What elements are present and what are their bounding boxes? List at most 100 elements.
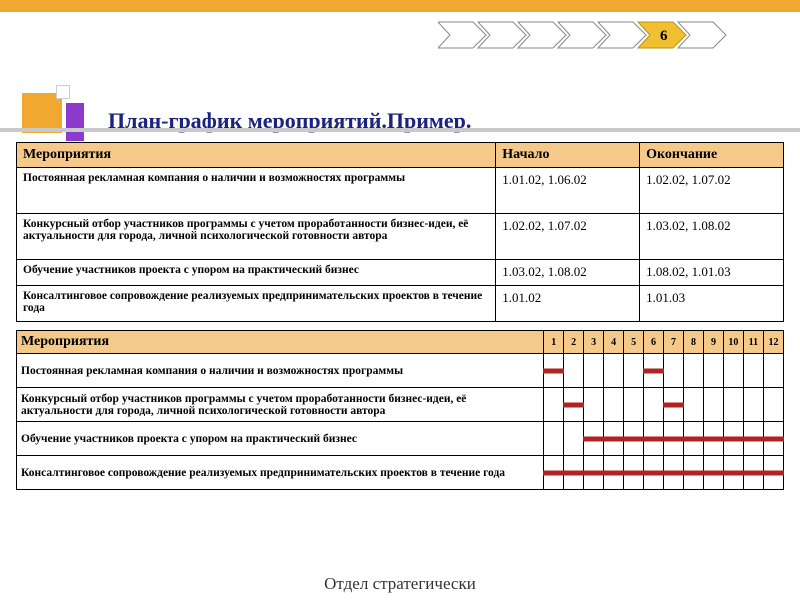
gantt-month-cell xyxy=(604,388,624,422)
gantt-month-cell xyxy=(564,456,584,490)
table-row: Консалтинговое сопровождение реализуемых… xyxy=(17,286,784,322)
cell-end: 1.08.02, 1.01.03 xyxy=(640,260,784,286)
gantt-activity-cell: Обучение участников проекта с упором на … xyxy=(17,422,544,456)
gantt-bar xyxy=(763,470,784,475)
gantt-month-cell xyxy=(604,354,624,388)
gantt-month-cell xyxy=(644,456,664,490)
gantt-month-cell xyxy=(683,422,703,456)
gantt-month-cell xyxy=(664,388,684,422)
title-underline xyxy=(0,128,800,132)
gantt-bar xyxy=(623,470,644,475)
gantt-month-cell xyxy=(544,388,564,422)
gantt-month-cell xyxy=(564,388,584,422)
gantt-month-cell xyxy=(664,456,684,490)
gantt-month-cell xyxy=(743,388,763,422)
gantt-month-header: 10 xyxy=(723,331,743,354)
gantt-bar xyxy=(583,436,604,441)
gantt-activity-cell: Постоянная рекламная компания о наличии … xyxy=(17,354,544,388)
gantt-bar xyxy=(703,470,724,475)
gantt-bar xyxy=(543,368,564,373)
th-activity: Мероприятия xyxy=(17,143,496,168)
gantt-month-cell xyxy=(604,456,624,490)
gantt-bar xyxy=(563,470,584,475)
gantt-bar xyxy=(683,470,704,475)
gantt-month-header: 11 xyxy=(743,331,763,354)
top-accent-bar xyxy=(0,0,800,12)
gantt-month-cell xyxy=(763,354,783,388)
gantt-month-cell xyxy=(644,388,664,422)
gantt-month-cell xyxy=(564,422,584,456)
gantt-bar xyxy=(743,436,764,441)
gantt-month-cell xyxy=(683,456,703,490)
cell-start: 1.03.02, 1.08.02 xyxy=(496,260,640,286)
gantt-bar xyxy=(723,470,744,475)
gantt-month-cell xyxy=(683,388,703,422)
cell-end: 1.01.03 xyxy=(640,286,784,322)
th-end: Окончание xyxy=(640,143,784,168)
gantt-month-cell xyxy=(624,422,644,456)
gantt-month-cell xyxy=(703,354,723,388)
gantt-month-header: 7 xyxy=(664,331,684,354)
gantt-month-cell xyxy=(743,354,763,388)
chevron-nav: 6 xyxy=(438,20,788,50)
gantt-bar xyxy=(723,436,744,441)
gantt-month-cell xyxy=(723,388,743,422)
gantt-month-cell xyxy=(584,422,604,456)
gantt-month-cell xyxy=(644,422,664,456)
gantt-row: Конкурсный отбор участников программы с … xyxy=(17,388,784,422)
footer-text: Отдел стратегически xyxy=(0,574,800,594)
gantt-month-cell xyxy=(624,354,644,388)
cell-activity: Обучение участников проекта с упором на … xyxy=(17,260,496,286)
gantt-month-header: 6 xyxy=(644,331,664,354)
gantt-month-cell xyxy=(723,456,743,490)
gantt-bar xyxy=(583,470,604,475)
gantt-month-cell xyxy=(723,354,743,388)
gantt-month-cell xyxy=(763,388,783,422)
gantt-month-cell xyxy=(544,456,564,490)
gantt-month-cell xyxy=(644,354,664,388)
gantt-bar xyxy=(663,470,684,475)
gantt-month-cell xyxy=(604,422,624,456)
gantt-month-cell xyxy=(763,456,783,490)
gantt-bar xyxy=(663,402,684,407)
gantt-bar xyxy=(663,436,684,441)
cell-end: 1.02.02, 1.07.02 xyxy=(640,168,784,214)
gantt-month-cell xyxy=(624,456,644,490)
gantt-month-header: 2 xyxy=(564,331,584,354)
gantt-bar xyxy=(603,470,624,475)
cell-end: 1.03.02, 1.08.02 xyxy=(640,214,784,260)
gantt-month-cell xyxy=(763,422,783,456)
cell-start: 1.02.02, 1.07.02 xyxy=(496,214,640,260)
gantt-month-cell xyxy=(544,354,564,388)
table-row: Конкурсный отбор участников программы с … xyxy=(17,214,784,260)
gantt-month-cell xyxy=(624,388,644,422)
gantt-month-cell xyxy=(743,422,763,456)
gantt-bar xyxy=(543,470,564,475)
gantt-row: Консалтинговое сопровождение реализуемых… xyxy=(17,456,784,490)
gantt-month-header: 8 xyxy=(683,331,703,354)
gantt-month-cell xyxy=(664,354,684,388)
gantt-month-cell xyxy=(723,422,743,456)
cell-activity: Консалтинговое сопровождение реализуемых… xyxy=(17,286,496,322)
gantt-month-cell xyxy=(703,456,723,490)
th-start: Начало xyxy=(496,143,640,168)
gantt-month-header: 3 xyxy=(584,331,604,354)
gantt-month-header: 9 xyxy=(703,331,723,354)
gantt-activity-cell: Консалтинговое сопровождение реализуемых… xyxy=(17,456,544,490)
gantt-bar xyxy=(563,402,584,407)
gantt-row: Обучение участников проекта с упором на … xyxy=(17,422,784,456)
schedule-table: Мероприятия Начало Окончание Постоянная … xyxy=(16,142,784,322)
gantt-month-cell xyxy=(584,388,604,422)
cell-start: 1.01.02, 1.06.02 xyxy=(496,168,640,214)
gantt-month-cell xyxy=(584,456,604,490)
gantt-month-header: 12 xyxy=(763,331,783,354)
table-row: Обучение участников проекта с упором на … xyxy=(17,260,784,286)
gantt-month-header: 5 xyxy=(624,331,644,354)
gantt-bar xyxy=(703,436,724,441)
gantt-bar xyxy=(683,436,704,441)
gantt-month-cell xyxy=(743,456,763,490)
gantt-bar xyxy=(643,436,664,441)
gantt-bar xyxy=(643,368,664,373)
content-area: Мероприятия Начало Окончание Постоянная … xyxy=(16,142,784,490)
cell-activity: Постоянная рекламная компания о наличии … xyxy=(17,168,496,214)
